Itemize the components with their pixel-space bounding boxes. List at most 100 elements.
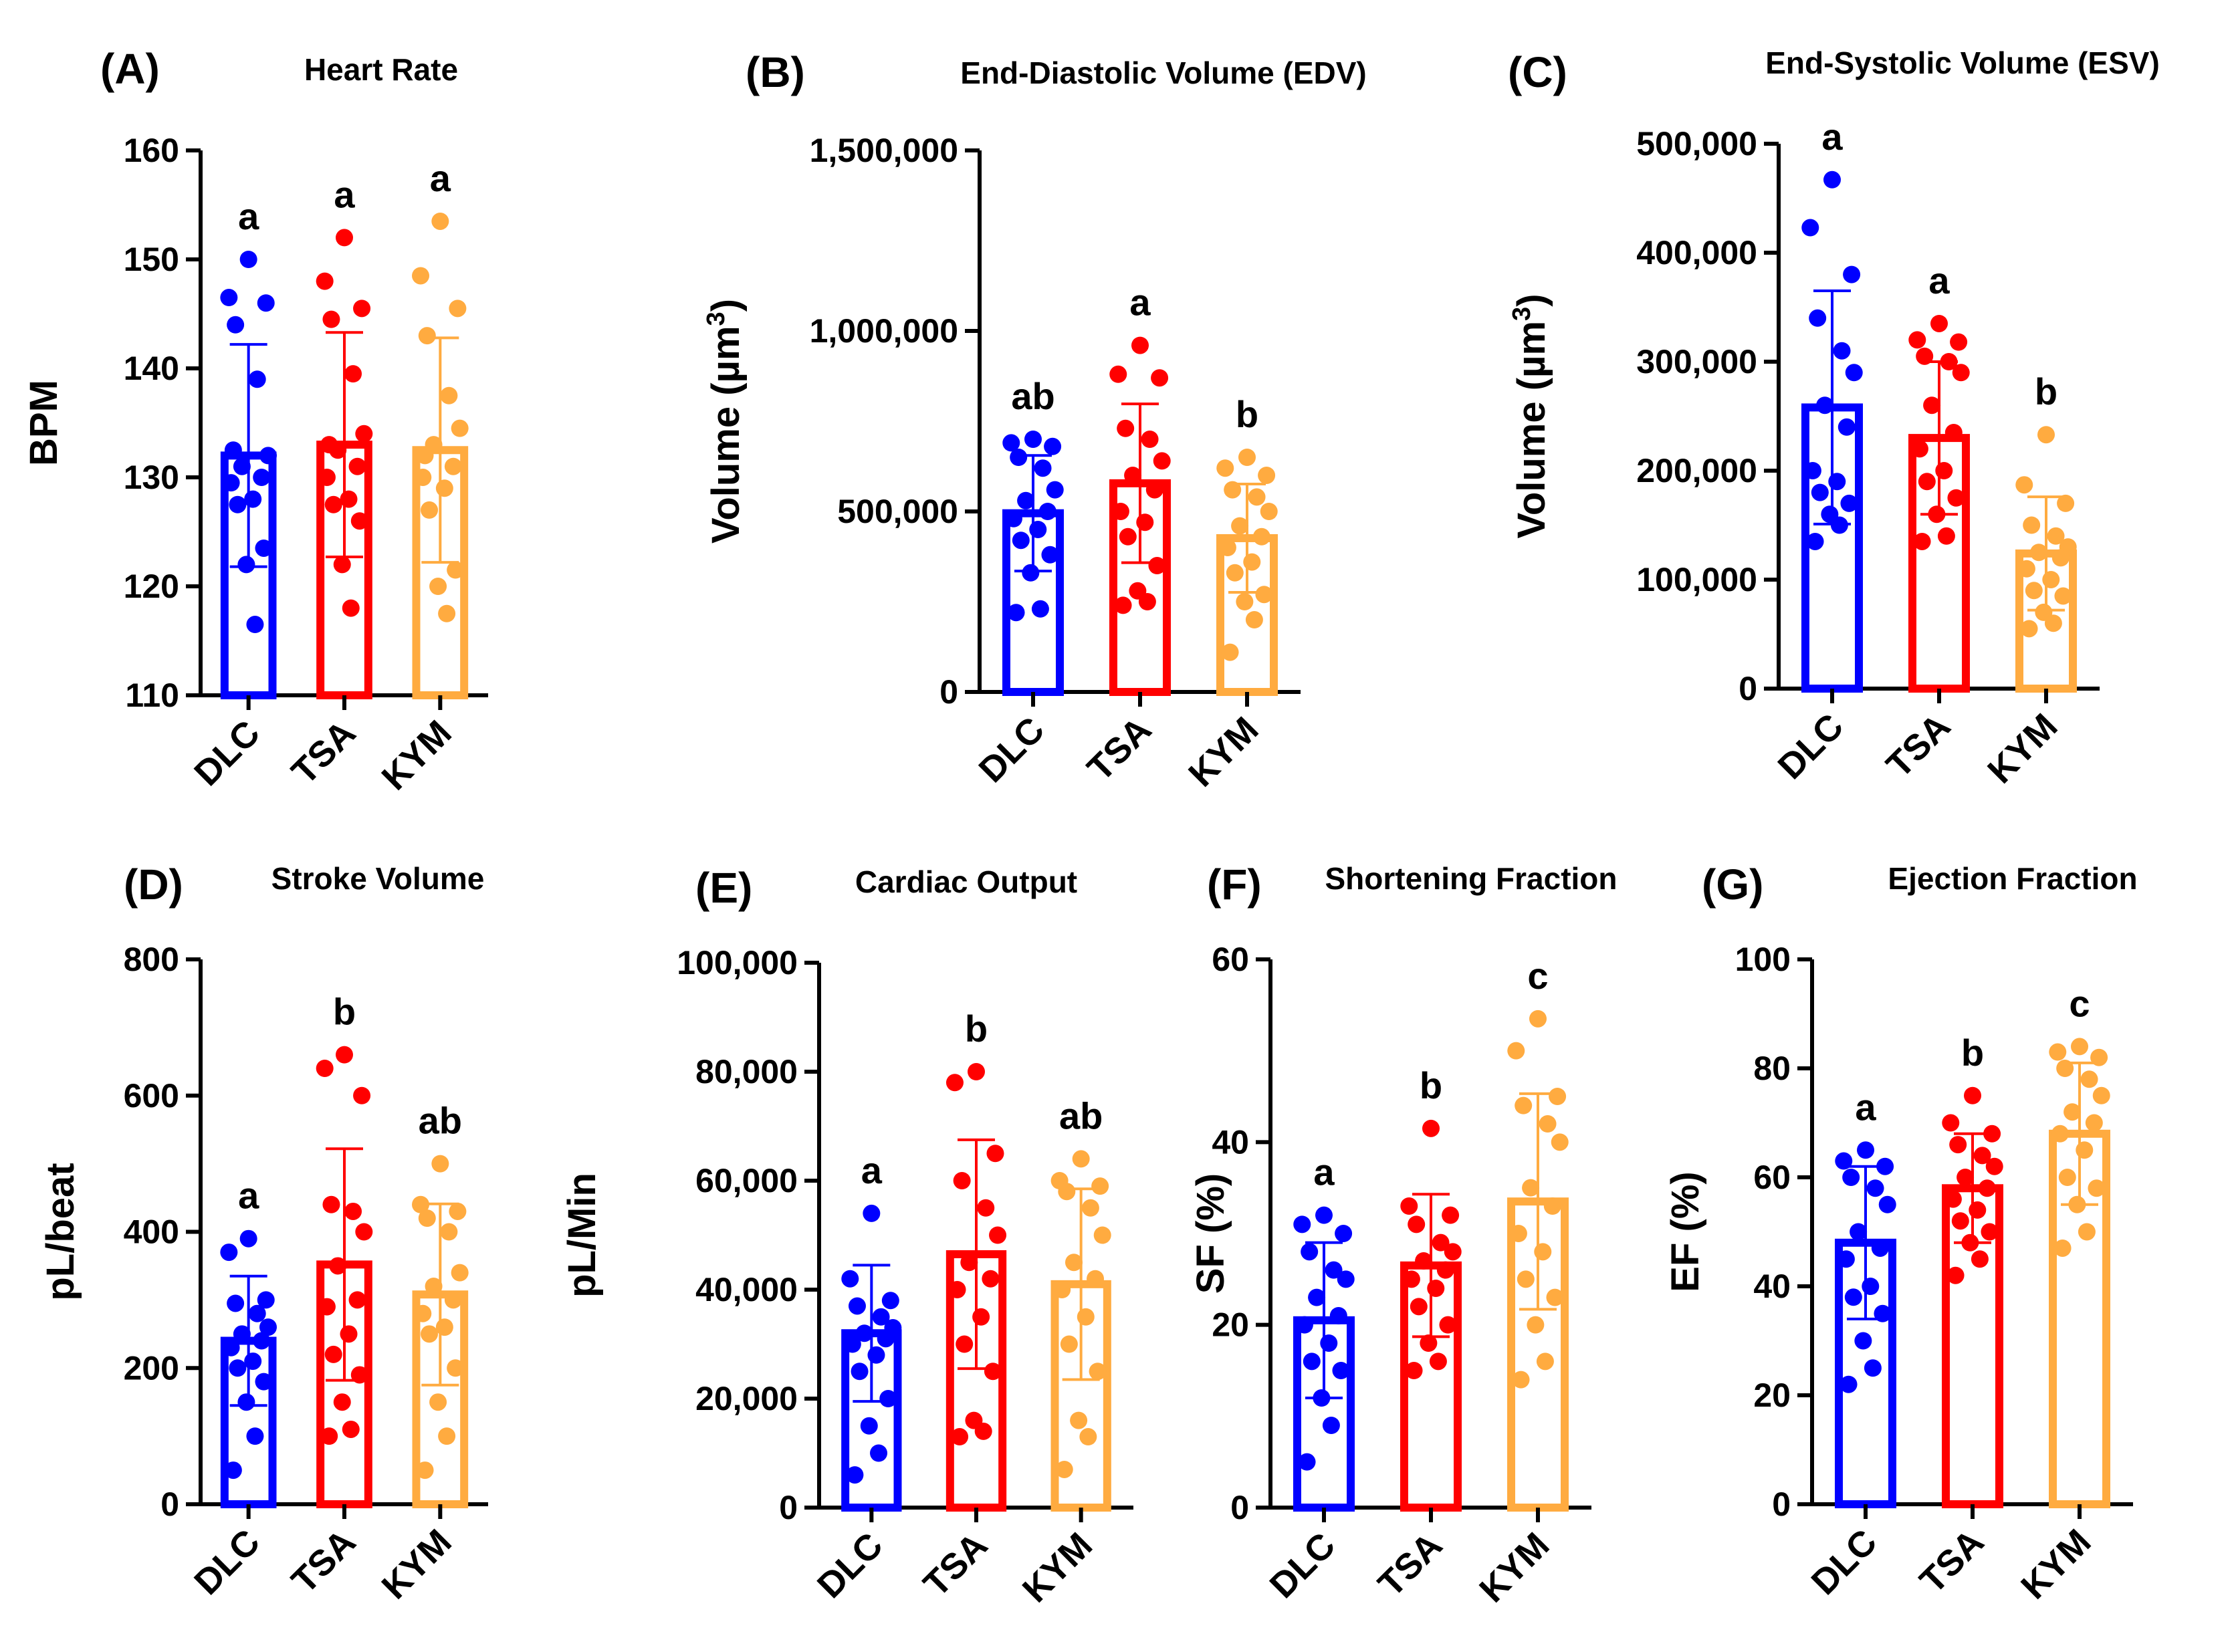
y-tick-label: 0 (1739, 670, 1757, 707)
data-point-dlc (1803, 462, 1821, 479)
data-point-tsa (989, 1226, 1007, 1244)
data-point-dlc (1293, 1215, 1311, 1233)
data-point-kym (418, 327, 436, 345)
data-point-dlc (1871, 1239, 1889, 1257)
data-point-dlc (1024, 431, 1042, 448)
data-point-tsa (1422, 1119, 1440, 1137)
data-point-tsa (355, 425, 373, 443)
data-point-kym (425, 1278, 443, 1295)
y-tick-label: 600 (124, 1077, 179, 1114)
data-point-dlc (1332, 1362, 1350, 1379)
data-point-dlc (841, 1270, 859, 1288)
data-point-dlc (1325, 1261, 1343, 1279)
data-point-tsa (1937, 527, 1955, 545)
panel-d: (D) Stroke Volume 0 200 400 600 800 pL/beat a DLC… (39, 860, 488, 1607)
data-point-kym (1551, 1133, 1569, 1151)
significance-label-tsa: a (1928, 259, 1950, 302)
data-point-kym (1087, 1270, 1105, 1288)
data-point-dlc (1837, 418, 1856, 436)
data-point-dlc (1337, 1270, 1355, 1288)
data-point-kym (2078, 1223, 2096, 1241)
y-tick-label: 0 (939, 673, 958, 711)
data-point-kym (429, 578, 447, 595)
data-point-tsa (1114, 596, 1132, 614)
data-point-kym (1070, 1411, 1088, 1429)
significance-label-kym: a (430, 157, 451, 199)
data-point-tsa (986, 1145, 1004, 1163)
data-point-dlc (1007, 604, 1025, 622)
data-point-dlc (1038, 503, 1056, 520)
data-point-kym (1549, 1088, 1567, 1105)
panel-title: Ejection Fraction (1888, 861, 2137, 896)
significance-label-kym: b (1236, 393, 1258, 435)
data-point-dlc (1854, 1332, 1872, 1350)
data-point-tsa (1949, 1136, 1967, 1154)
data-point-tsa (322, 310, 340, 328)
y-axis-label: EF (%) (1664, 1171, 1707, 1292)
y-tick-label: 140 (124, 350, 179, 387)
data-point-tsa (1420, 1334, 1438, 1352)
data-point-dlc (1010, 449, 1028, 466)
data-point-dlc (220, 289, 238, 307)
y-tick-label: 100,000 (677, 944, 798, 981)
data-point-kym (1245, 611, 1263, 628)
data-point-tsa (960, 1254, 978, 1272)
data-point-dlc (848, 1297, 866, 1315)
data-point-kym (2064, 1103, 2082, 1121)
y-axis-label: pL/beat (39, 1163, 82, 1300)
data-point-tsa (956, 1335, 974, 1353)
data-point-tsa (1415, 1252, 1433, 1270)
panel-label: (G) (1702, 860, 1763, 909)
x-tick-label-tsa: TSA (1912, 1522, 1992, 1601)
data-point-dlc (259, 1318, 277, 1336)
data-point-tsa (1923, 396, 1941, 415)
data-point-tsa (348, 457, 366, 475)
data-point-kym (1512, 1371, 1530, 1389)
data-point-kym (2017, 560, 2035, 578)
data-point-tsa (1439, 1316, 1457, 1334)
data-point-kym (435, 479, 453, 497)
data-point-kym (1065, 1254, 1083, 1272)
data-point-tsa (340, 490, 358, 508)
data-point-dlc (863, 1204, 881, 1222)
data-point-tsa (984, 1363, 1002, 1381)
data-point-dlc (1002, 434, 1020, 452)
data-point-tsa (1985, 1157, 2003, 1175)
data-point-kym (435, 1318, 453, 1336)
data-point-dlc (257, 294, 275, 312)
panel-f: (F) Shortening Fraction 0 20 40 60 SF (%) a DLC b… (1189, 860, 1618, 1610)
data-point-tsa (350, 512, 368, 530)
data-point-tsa (316, 1060, 334, 1077)
significance-label-dlc: a (238, 1175, 259, 1217)
data-point-tsa (982, 1270, 1000, 1288)
data-point-kym (1546, 1288, 1564, 1306)
data-point-dlc (1823, 170, 1841, 189)
data-point-tsa (1951, 1212, 1969, 1230)
y-axis-label-text: pL/beat (39, 1163, 82, 1300)
data-point-kym (1255, 586, 1273, 604)
data-point-tsa (1918, 473, 1936, 491)
significance-label-kym: ab (1059, 1094, 1103, 1137)
panel-label: (D) (124, 860, 183, 909)
data-point-dlc (1034, 459, 1052, 477)
data-point-tsa (316, 272, 334, 290)
y-axis-label-close-paren: ) (1510, 293, 1553, 306)
data-point-kym (2058, 1169, 2076, 1186)
panel-b: (B) End-Diastolic Volume (EDV) 0 500,000 1,0… (702, 48, 1367, 794)
data-point-dlc (237, 556, 255, 574)
data-point-kym (1224, 481, 1242, 499)
x-tick-label-kym: KYM (2013, 1522, 2098, 1607)
data-point-dlc (227, 1294, 245, 1312)
data-point-tsa (1964, 1086, 1981, 1104)
y-tick-label: 160 (124, 132, 179, 169)
data-point-kym (414, 469, 432, 486)
data-point-tsa (1946, 1266, 1965, 1284)
data-point-kym (2057, 494, 2075, 512)
data-point-dlc (229, 495, 247, 513)
data-point-dlc (227, 316, 245, 334)
significance-label-dlc: a (1855, 1086, 1876, 1128)
data-point-kym (2049, 1043, 2067, 1061)
data-point-tsa (953, 1172, 971, 1189)
data-point-kym (451, 1264, 469, 1282)
data-point-tsa (1432, 1233, 1450, 1252)
